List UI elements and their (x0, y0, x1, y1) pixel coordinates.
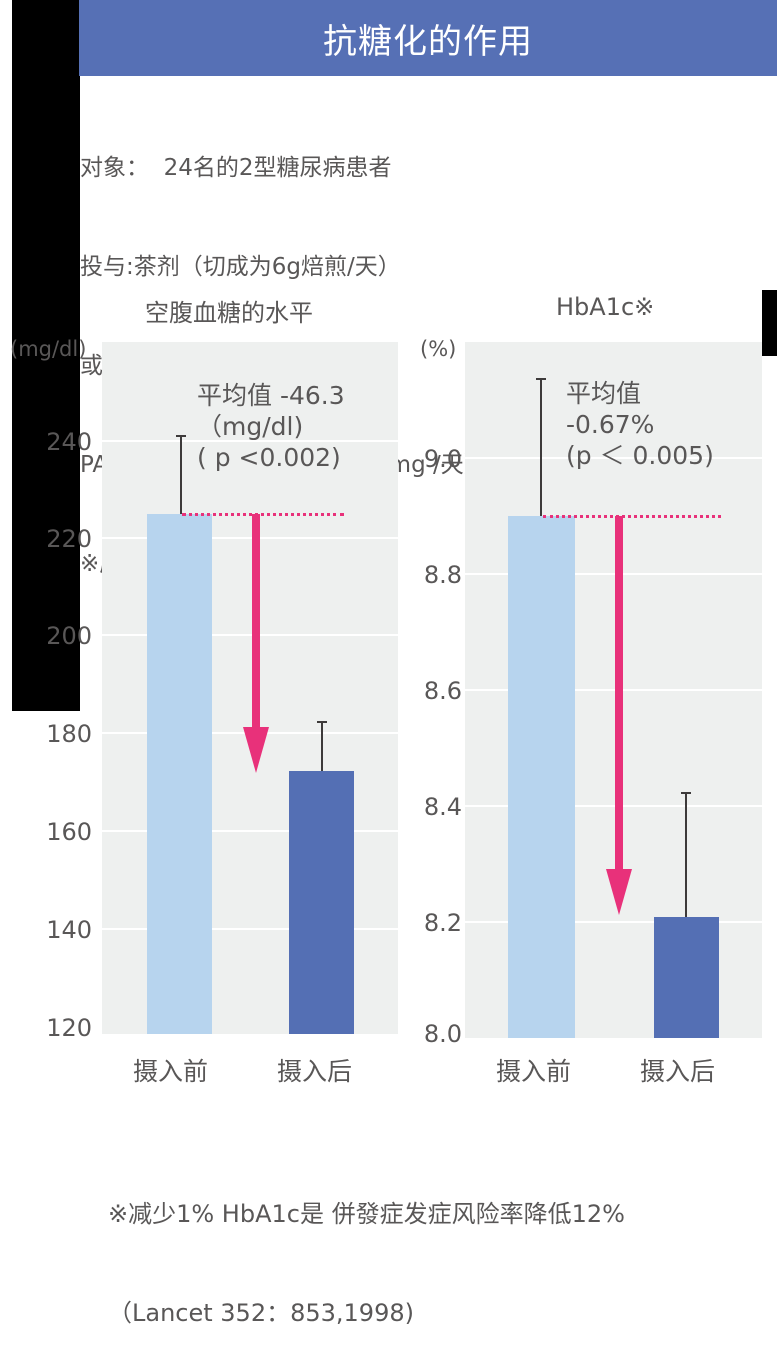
gridline (465, 457, 762, 459)
decrease-arrow-shaft (615, 516, 623, 876)
gridline (465, 921, 762, 923)
y-tick: 140 (46, 916, 92, 944)
page-title-bar: 抗糖化的作用 (79, 0, 777, 76)
y-tick: 8.2 (423, 909, 462, 937)
bar-after (654, 917, 719, 1038)
footnote-line: ※减少1% HbA1c是 併發症发症风险率降低12% (108, 1200, 625, 1228)
y-tick: 240 (46, 428, 92, 456)
chart2-annotation: 平均值 -0.67% (p ＜ 0.005) (566, 379, 714, 470)
chart2-plot-area: 平均值 -0.67% (p ＜ 0.005) (465, 342, 762, 1038)
chart2-title: HbA1c※ (556, 293, 655, 321)
footnote-citation: （Lancet 352：853,1998) (108, 1299, 414, 1327)
y-tick: 9.0 (423, 445, 462, 473)
x-label-after: 摄入后 (640, 1057, 716, 1086)
page-title: 抗糖化的作用 (323, 21, 533, 62)
gridline (102, 537, 398, 539)
gridline (102, 830, 398, 832)
gridline (102, 440, 398, 442)
y-tick: 200 (46, 622, 92, 650)
y-tick: 8.8 (423, 561, 462, 589)
y-tick: 180 (46, 720, 92, 748)
error-cap (681, 792, 691, 794)
error-bar (540, 379, 542, 516)
y-tick: 8.4 (423, 793, 462, 821)
y-tick: 8.0 (423, 1020, 462, 1048)
error-cap (536, 378, 546, 380)
gridline (465, 573, 762, 575)
gridline (102, 634, 398, 636)
bar-before (147, 514, 212, 1034)
decrease-arrow-icon (243, 727, 269, 773)
chart2-unit: (%) (420, 337, 457, 361)
gridline (465, 689, 762, 691)
error-bar (685, 793, 687, 917)
gridline (102, 928, 398, 930)
x-label-before: 摄入前 (496, 1057, 572, 1086)
bar-after (289, 771, 354, 1034)
decrease-arrow-shaft (252, 514, 260, 734)
gridline (465, 805, 762, 807)
reference-dotted-line (543, 515, 721, 518)
info-line: 对象： 24名的2型糖尿病患者 (80, 155, 392, 181)
info-line: 投与:茶剂（切成为6g焙煎/天） (80, 254, 401, 280)
backdrop-left (12, 0, 80, 711)
error-bar (321, 722, 323, 771)
error-bar (180, 436, 182, 514)
backdrop-right (762, 290, 777, 356)
chart1-plot-area: 平均值 -46.3 （mg/dl) ( p <0.002) (102, 342, 398, 1034)
error-cap (176, 435, 186, 437)
decrease-arrow-icon (606, 869, 632, 915)
bar-before (508, 516, 575, 1038)
reference-dotted-line (182, 513, 344, 516)
chart1-title: 空腹血糖的水平 (145, 299, 313, 327)
y-tick: 220 (46, 525, 92, 553)
y-tick: 160 (46, 818, 92, 846)
y-tick: 8.6 (423, 677, 462, 705)
x-label-after: 摄入后 (277, 1057, 353, 1086)
error-cap (317, 721, 327, 723)
chart1-unit: (mg/dl) (10, 337, 87, 361)
x-label-before: 摄入前 (133, 1057, 209, 1086)
footnote: ※减少1% HbA1c是 併發症发症风险率降低12% （Lancet 352：8… (108, 1132, 625, 1363)
chart1-annotation: 平均值 -46.3 （mg/dl) ( p <0.002) (197, 381, 345, 472)
y-tick: 120 (46, 1014, 92, 1042)
